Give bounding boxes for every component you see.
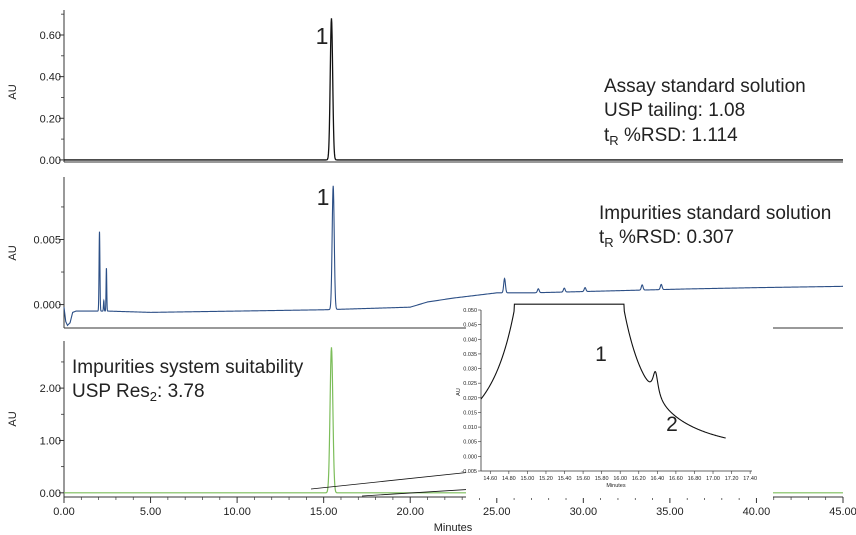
x-tick-label: 15.00 xyxy=(310,506,338,518)
y-tick-label: 0.60 xyxy=(40,30,61,42)
x-axis-label: Minutes xyxy=(434,522,473,534)
x-tick-label: 20.00 xyxy=(396,506,424,518)
y-tick-label: 0.00 xyxy=(40,488,61,500)
inset-x-tick-label: 14.60 xyxy=(483,476,497,482)
inset-y-tick-label: 0.045 xyxy=(463,323,477,329)
inset-x-tick-label: 15.60 xyxy=(576,476,590,482)
annotation-line-2: USP Res2: 3.78 xyxy=(72,381,205,404)
y-tick-label: 0.005 xyxy=(33,234,61,246)
inset-x-tick-label: 16.80 xyxy=(688,476,702,482)
y-tick-label: 1.00 xyxy=(40,435,61,447)
trace xyxy=(64,18,843,161)
inset-trace xyxy=(480,303,726,439)
inset-x-tick-label: 16.00 xyxy=(613,476,627,482)
x-tick-label: 30.00 xyxy=(570,506,598,518)
annotation-line-2: USP tailing: 1.08 xyxy=(604,100,745,121)
inset-background xyxy=(466,305,773,498)
zoom-connector-left xyxy=(310,470,482,490)
annotation-line-1: Impurities system suitability xyxy=(72,357,304,378)
inset-x-axis-label: Minutes xyxy=(606,483,626,489)
inset-x-tick-label: 15.40 xyxy=(558,476,572,482)
y-ticks: 0.000 0.005 xyxy=(33,206,64,312)
y-tick-label: 0.40 xyxy=(40,72,61,84)
assay-standard-panel: AU 0.00 0.20 0.40 0.60 1 Assay standard sol… xyxy=(7,10,843,167)
inset-x-ticks: 14.60 14.80 15.00 15.20 15.40 15.60 15.80 16.00… xyxy=(483,471,757,482)
inset-y-tick-label: 0.000 xyxy=(463,454,477,460)
inset-peak-label-1: 1 xyxy=(595,343,607,366)
inset-y-tick-label: 0.040 xyxy=(463,337,477,343)
inset-x-tick-label: 15.00 xyxy=(521,476,535,482)
x-tick-label: 5.00 xyxy=(140,506,161,518)
annotation-line-1: Assay standard solution xyxy=(604,76,806,97)
peak-label-1: 1 xyxy=(316,23,329,49)
y-tick-label: 0.20 xyxy=(40,113,61,125)
inset-x-tick-label: 15.20 xyxy=(539,476,553,482)
inset-x-tick-label: 16.20 xyxy=(632,476,646,482)
inset-y-tick-label: 0.015 xyxy=(463,410,477,416)
y-axis-label: AU xyxy=(7,245,19,260)
inset-y-tick-label: 0.050 xyxy=(463,308,477,314)
inset-y-axis-label: AU xyxy=(456,388,462,396)
x-tick-label: 40.00 xyxy=(743,506,771,518)
x-tick-label: 45.00 xyxy=(829,506,856,518)
inset-peak-label-2: 2 xyxy=(666,413,678,436)
inset-x-tick-label: 14.80 xyxy=(502,476,516,482)
y-tick-label: 2.00 xyxy=(40,383,61,395)
inset-y-tick-label: 0.025 xyxy=(463,381,477,387)
y-axis-label: AU xyxy=(7,84,19,99)
inset-y-tick-label: -0.005 xyxy=(461,469,477,475)
zoom-inset: AU Minutes 0.050 0.045 0.040 0.035 0.030 0.02… xyxy=(456,303,773,498)
inset-y-tick-label: 0.020 xyxy=(463,396,477,402)
y-ticks: 0.00 0.20 0.40 0.60 xyxy=(40,13,64,167)
inset-x-tick-label: 15.80 xyxy=(595,476,609,482)
inset-x-tick-label: 17.00 xyxy=(706,476,720,482)
annotation-line-2: tR %RSD: 0.307 xyxy=(599,227,734,250)
x-tick-label: 0.00 xyxy=(53,506,74,518)
peak-label-1: 1 xyxy=(317,184,330,210)
inset-y-tick-label: 0.005 xyxy=(463,440,477,446)
x-tick-label: 35.00 xyxy=(656,506,684,518)
x-ticks: 0.00 5.00 10.00 15.00 20.00 25.00 30.00 35.00 40… xyxy=(53,497,856,518)
inset-y-tick-label: 0.010 xyxy=(463,425,477,431)
inset-x-tick-label: 16.40 xyxy=(650,476,664,482)
x-tick-label: 25.00 xyxy=(483,506,511,518)
inset-y-ticks: 0.050 0.045 0.040 0.035 0.030 0.025 0.020 0.015… xyxy=(461,308,481,475)
x-tick-label: 10.00 xyxy=(223,506,251,518)
inset-y-tick-label: 0.035 xyxy=(463,352,477,358)
y-tick-label: 0.000 xyxy=(33,300,61,312)
y-tick-label: 0.00 xyxy=(40,155,61,167)
inset-x-tick-label: 17.20 xyxy=(725,476,739,482)
y-axis-label: AU xyxy=(7,411,19,426)
trace xyxy=(63,185,844,327)
inset-y-tick-label: 0.030 xyxy=(463,367,477,373)
annotation-line-1: Impurities standard solution xyxy=(599,203,831,224)
annotation-line-3: tR %RSD: 1.114 xyxy=(604,125,738,148)
inset-x-tick-label: 16.60 xyxy=(669,476,683,482)
y-ticks: 0.00 1.00 2.00 xyxy=(40,361,64,500)
inset-x-tick-label: 17.40 xyxy=(743,476,757,482)
